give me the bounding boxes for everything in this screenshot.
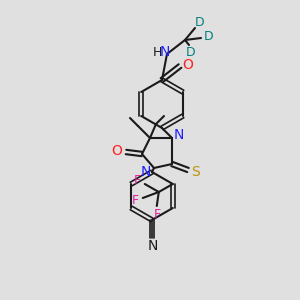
Text: D: D — [204, 31, 214, 44]
Text: D: D — [186, 46, 196, 59]
Text: N: N — [148, 239, 158, 253]
Text: S: S — [192, 165, 200, 179]
Text: O: O — [183, 58, 194, 72]
Text: O: O — [112, 144, 122, 158]
Text: N: N — [141, 165, 151, 179]
Text: F: F — [134, 175, 141, 188]
Text: D: D — [195, 16, 205, 29]
Text: F: F — [154, 208, 161, 220]
Text: H: H — [152, 46, 162, 59]
Text: F: F — [132, 194, 139, 206]
Text: N: N — [174, 128, 184, 142]
Text: N: N — [160, 45, 170, 59]
